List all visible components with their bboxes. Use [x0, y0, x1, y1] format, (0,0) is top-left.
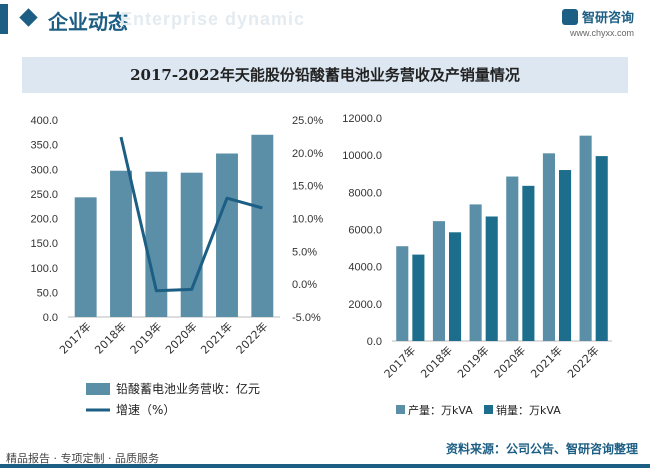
production-bar: [579, 135, 592, 341]
left-x-tick-label: 2022年: [233, 319, 270, 356]
left-y-tick-label: 100.0: [30, 263, 58, 275]
right-x-tick-label: 2022年: [564, 343, 601, 380]
legend-sales-swatch: [484, 405, 493, 414]
right-x-tick-label: 2017年: [381, 343, 418, 380]
legend-revenue-label: 铅酸蓄电池业务营收：亿元: [116, 381, 260, 396]
left-x-tick-label: 2018年: [92, 319, 129, 356]
right-chart-y-tick-label: 12000.0: [342, 113, 382, 125]
growth-rate-line: [119, 136, 263, 293]
legend-production-label: 产量：万kVA: [408, 403, 473, 417]
sales-bar: [412, 254, 425, 341]
right-chart-y-tick-label: 8000.0: [348, 187, 382, 199]
chart-banner-title: 2017-2022年天能股份铅酸蓄电池业务营收及产销量情况: [22, 57, 628, 93]
right-y-tick-label: 5.0%: [292, 246, 317, 258]
right-y-tick-label: 20.0%: [292, 148, 323, 160]
brand-url: www.chyxx.com: [569, 28, 634, 38]
production-bar: [432, 221, 445, 341]
production-bar: [542, 153, 555, 341]
right-y-tick-label: 10.0%: [292, 214, 323, 226]
legend-production-swatch: [396, 405, 405, 414]
footer-bar: [0, 464, 650, 468]
sales-bar: [595, 156, 608, 341]
left-x-tick-label: 2020年: [162, 319, 199, 356]
right-chart-y-tick-label: 10000.0: [342, 150, 382, 162]
right-chart-y-tick-label: 6000.0: [348, 225, 382, 237]
left-y-tick-label: 50.0: [37, 287, 58, 299]
revenue-bar: [251, 134, 274, 317]
right-chart-y-tick-label: 4000.0: [348, 262, 382, 274]
legend-revenue-swatch: [86, 383, 110, 395]
left-y-tick-label: 350.0: [30, 140, 58, 152]
page-header: 企业动态 Enterprise dynamic 智研咨询 www.chyxx.c…: [0, 0, 650, 40]
right-y-tick-label: 15.0%: [292, 181, 323, 193]
left-y-tick-label: 300.0: [30, 164, 58, 176]
production-bar: [469, 204, 482, 341]
left-y-tick-label: 400.0: [30, 115, 58, 127]
header-accent-bar: [0, 4, 8, 34]
left-y-tick-label: 0.0: [43, 312, 58, 324]
chart-canvas: 0.0 50.0 100.0 150.0 200.0 250.0 300.0 350.0 400…: [30, 113, 612, 417]
production-bar: [396, 246, 409, 341]
sales-bar: [449, 232, 462, 341]
right-chart-y-tick-label: 0.0: [367, 336, 382, 348]
sales-bar: [522, 185, 535, 341]
page-title-english: Enterprise dynamic: [120, 9, 306, 29]
right-x-tick-label: 2020年: [491, 343, 528, 380]
page-title: 企业动态: [48, 10, 128, 34]
right-chart-y-tick-label: 2000.0: [348, 299, 382, 311]
right-x-tick-label: 2018年: [418, 343, 455, 380]
sales-bar: [559, 170, 572, 341]
sales-bar: [485, 216, 498, 341]
brand: 智研咨询 www.chyxx.com: [561, 6, 634, 38]
right-y-tick-label: 0.0%: [292, 279, 317, 291]
left-x-tick-label: 2019年: [127, 319, 164, 356]
left-y-tick-label: 250.0: [30, 189, 58, 201]
production-bar: [506, 176, 519, 341]
right-y-tick-label: -5.0%: [292, 312, 321, 324]
revenue-bar: [145, 171, 168, 317]
footer-source: 资料来源：公司公告、智研咨询整理: [445, 442, 638, 456]
right-x-tick-label: 2019年: [454, 343, 491, 380]
revenue-bar: [180, 172, 203, 317]
left-x-tick-label: 2021年: [198, 319, 235, 356]
page-footer: 精品报告 · 专项定制 · 品质服务 资料来源：公司公告、智研咨询整理: [0, 440, 650, 468]
revenue-bar: [74, 197, 97, 317]
revenue-bar: [110, 170, 132, 317]
right-x-tick-label: 2021年: [528, 343, 565, 380]
left-y-tick-label: 200.0: [30, 214, 58, 226]
revenue-bar: [216, 153, 238, 317]
brand-name: 智研咨询: [581, 11, 634, 26]
footer-tagline: 精品报告 · 专项定制 · 品质服务: [6, 452, 159, 465]
left-x-tick-label: 2017年: [56, 319, 93, 356]
left-y-tick-label: 150.0: [30, 238, 58, 250]
right-y-tick-label: 25.0%: [292, 115, 323, 127]
legend-sales-label: 销量：万kVA: [496, 403, 561, 417]
legend-growth-label: 增速（%）: [116, 403, 175, 417]
brand-logo-icon: [561, 8, 578, 25]
